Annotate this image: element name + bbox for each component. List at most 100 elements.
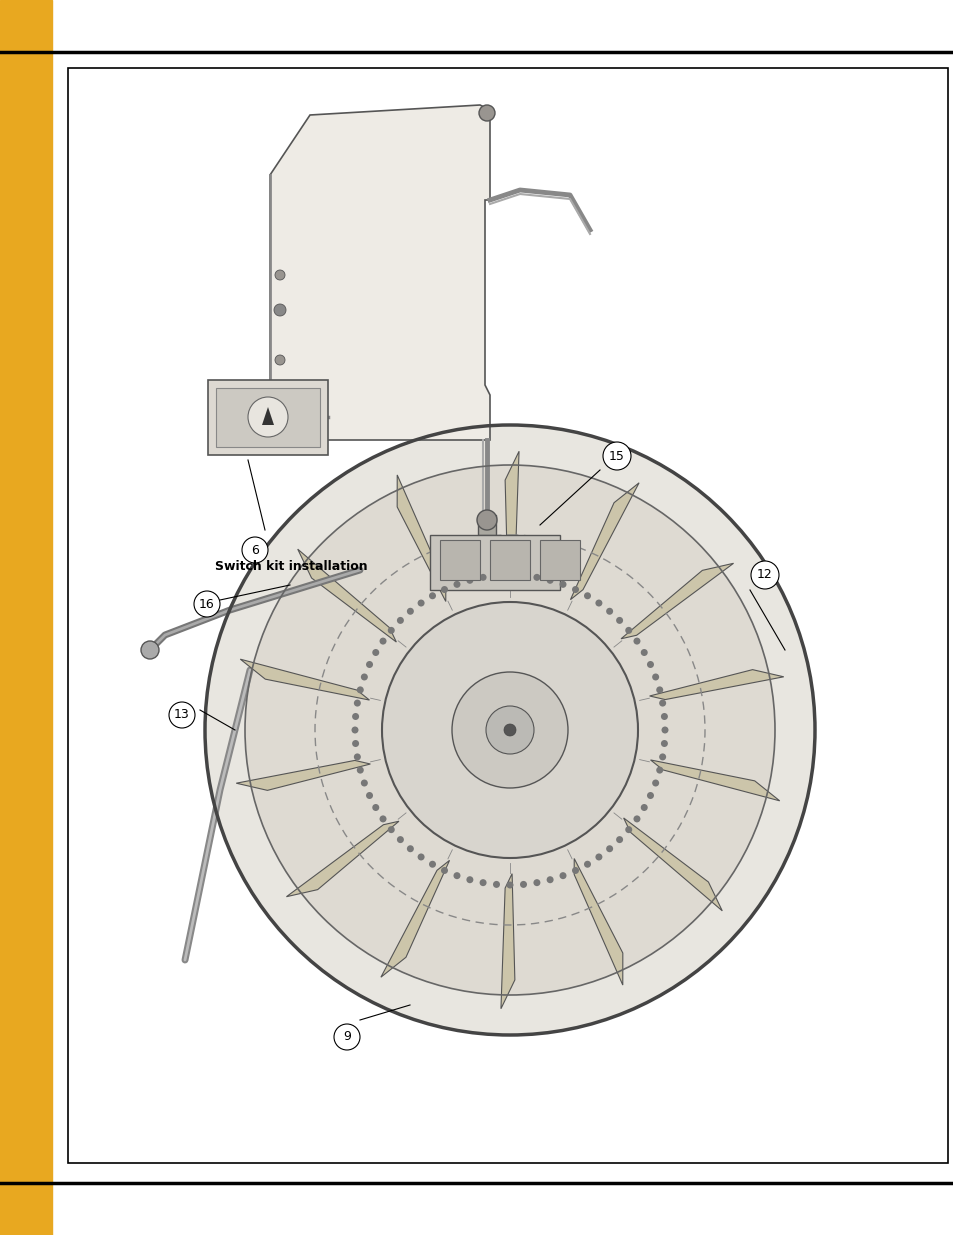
Circle shape	[602, 442, 630, 471]
Circle shape	[605, 845, 613, 852]
Circle shape	[356, 687, 363, 693]
Circle shape	[406, 608, 414, 615]
Circle shape	[141, 641, 159, 659]
Polygon shape	[574, 858, 622, 986]
Circle shape	[572, 867, 578, 874]
Circle shape	[387, 627, 395, 634]
Circle shape	[660, 726, 668, 734]
Bar	[208, 380, 328, 454]
Circle shape	[248, 396, 288, 437]
Circle shape	[429, 593, 436, 599]
Polygon shape	[623, 818, 721, 911]
Circle shape	[624, 826, 632, 834]
Circle shape	[476, 510, 497, 530]
Text: 9: 9	[343, 1030, 351, 1044]
Circle shape	[334, 1024, 359, 1050]
Polygon shape	[286, 821, 398, 897]
Bar	[215, 388, 319, 447]
Circle shape	[366, 792, 373, 799]
Bar	[430, 535, 559, 590]
Bar	[0, 0, 52, 1235]
Text: 13: 13	[174, 709, 190, 721]
Circle shape	[379, 815, 386, 823]
Text: 12: 12	[757, 568, 772, 582]
Circle shape	[519, 572, 526, 579]
Circle shape	[646, 792, 654, 799]
Circle shape	[558, 872, 566, 879]
Polygon shape	[649, 669, 783, 699]
Circle shape	[572, 587, 578, 593]
Polygon shape	[236, 761, 370, 790]
Circle shape	[274, 270, 285, 280]
Circle shape	[417, 853, 424, 861]
Circle shape	[479, 574, 486, 580]
Text: 6: 6	[251, 543, 258, 557]
Polygon shape	[650, 760, 779, 800]
Bar	[490, 540, 530, 580]
Circle shape	[453, 580, 460, 588]
Bar	[539, 540, 579, 580]
Circle shape	[640, 650, 647, 656]
Circle shape	[533, 879, 539, 887]
Bar	[68, 68, 947, 1163]
Text: Switch kit installation: Switch kit installation	[214, 559, 367, 573]
Circle shape	[453, 872, 460, 879]
Circle shape	[506, 882, 513, 888]
Polygon shape	[240, 659, 369, 700]
Circle shape	[242, 537, 268, 563]
Circle shape	[396, 836, 403, 844]
Circle shape	[466, 876, 473, 883]
Circle shape	[193, 592, 220, 618]
Circle shape	[660, 740, 667, 747]
Circle shape	[659, 699, 665, 706]
Circle shape	[205, 425, 814, 1035]
Circle shape	[379, 637, 386, 645]
Circle shape	[396, 618, 403, 624]
Circle shape	[493, 572, 499, 579]
Circle shape	[466, 577, 473, 584]
Circle shape	[372, 650, 379, 656]
Polygon shape	[500, 873, 515, 1009]
Circle shape	[381, 601, 638, 858]
Circle shape	[245, 466, 774, 995]
Circle shape	[652, 673, 659, 680]
Circle shape	[660, 713, 667, 720]
Circle shape	[616, 618, 622, 624]
Circle shape	[440, 587, 448, 593]
Circle shape	[633, 637, 639, 645]
Bar	[439, 540, 479, 580]
Circle shape	[429, 861, 436, 868]
Circle shape	[546, 577, 553, 584]
Circle shape	[352, 740, 358, 747]
Text: 15: 15	[608, 450, 624, 462]
Circle shape	[274, 354, 285, 366]
Polygon shape	[620, 563, 733, 638]
Polygon shape	[396, 475, 445, 601]
Polygon shape	[270, 105, 490, 440]
Circle shape	[646, 661, 654, 668]
Circle shape	[656, 687, 662, 693]
Circle shape	[485, 706, 534, 755]
Circle shape	[583, 861, 590, 868]
Circle shape	[633, 815, 639, 823]
Circle shape	[659, 753, 665, 761]
Circle shape	[595, 599, 601, 606]
Circle shape	[605, 608, 613, 615]
Circle shape	[506, 572, 513, 578]
Circle shape	[616, 836, 622, 844]
Circle shape	[360, 779, 368, 787]
Circle shape	[360, 673, 368, 680]
Circle shape	[479, 879, 486, 887]
Circle shape	[478, 105, 495, 121]
Circle shape	[372, 804, 379, 811]
Circle shape	[652, 779, 659, 787]
Circle shape	[440, 867, 448, 874]
Circle shape	[366, 661, 373, 668]
Polygon shape	[262, 408, 274, 425]
Polygon shape	[297, 550, 395, 642]
Circle shape	[274, 304, 286, 316]
Polygon shape	[380, 861, 449, 977]
Circle shape	[452, 672, 567, 788]
Circle shape	[656, 767, 662, 773]
Polygon shape	[504, 451, 518, 587]
